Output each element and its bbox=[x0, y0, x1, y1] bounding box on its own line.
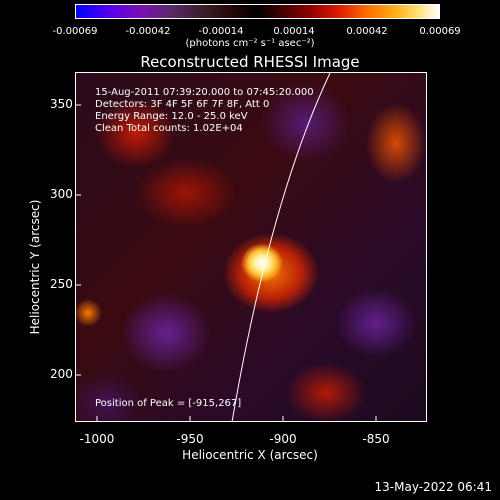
colorbar-tick: 0.00069 bbox=[419, 26, 461, 37]
colorbar-tick: -0.00069 bbox=[52, 26, 98, 37]
x-tick: -1000 bbox=[79, 432, 115, 446]
solar-limb-line bbox=[231, 72, 331, 423]
x-tick: -850 bbox=[362, 432, 390, 446]
colorbar-tick: -0.00042 bbox=[125, 26, 171, 37]
x-tick: -950 bbox=[176, 432, 204, 446]
colorbar-unit: (photons cm⁻² s⁻¹ asec⁻²) bbox=[185, 38, 315, 49]
y-tick: 200 bbox=[50, 367, 73, 381]
y-tick: 300 bbox=[50, 187, 73, 201]
x-axis-label: Heliocentric X (arcsec) bbox=[182, 448, 318, 462]
colorbar-tick: -0.00014 bbox=[198, 26, 244, 37]
y-axis-label: Heliocentric Y (arcsec) bbox=[28, 199, 42, 335]
colorbar-tick: 0.00014 bbox=[273, 26, 315, 37]
y-tick: 250 bbox=[50, 277, 73, 291]
axis-ticks bbox=[75, 104, 377, 422]
info-detectors: Detectors: 3F 4F 5F 6F 7F 8F, Att 0 bbox=[95, 99, 270, 110]
y-tick: 350 bbox=[50, 97, 73, 111]
colorbar bbox=[75, 4, 440, 19]
colorbar-tick: 0.00042 bbox=[346, 26, 388, 37]
info-counts: Clean Total counts: 1.02E+04 bbox=[95, 123, 243, 134]
x-tick: -900 bbox=[269, 432, 297, 446]
info-time-range: 15-Aug-2011 07:39:20.000 to 07:45:20.000 bbox=[95, 87, 314, 98]
rhessi-image bbox=[75, 72, 427, 422]
plot-title: Reconstructed RHESSI Image bbox=[140, 53, 360, 71]
footer-date: 13-May-2022 06:41 bbox=[374, 480, 492, 494]
info-energy-range: Energy Range: 12.0 - 25.0 keV bbox=[95, 111, 248, 122]
peak-position: Position of Peak = [-915,267] bbox=[95, 398, 242, 409]
